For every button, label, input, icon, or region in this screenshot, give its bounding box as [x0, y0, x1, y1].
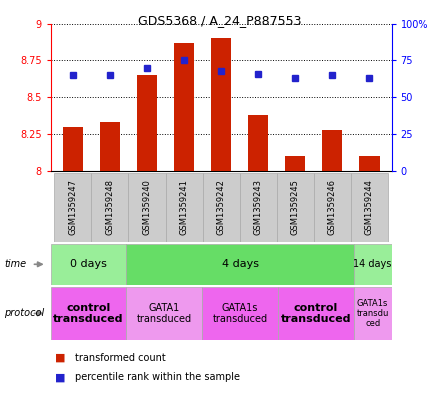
Bar — [100, 122, 120, 171]
Text: control
transduced: control transduced — [53, 303, 124, 324]
Bar — [126, 244, 354, 285]
Text: GSM1359240: GSM1359240 — [143, 179, 151, 235]
Text: protocol: protocol — [4, 309, 44, 318]
Bar — [278, 287, 354, 340]
Bar — [354, 287, 392, 340]
Text: percentile rank within the sample: percentile rank within the sample — [75, 372, 240, 382]
Text: time: time — [4, 259, 26, 269]
Text: GSM1359246: GSM1359246 — [328, 179, 337, 235]
Bar — [359, 156, 380, 171]
Text: GSM1359244: GSM1359244 — [365, 179, 374, 235]
Text: GSM1359241: GSM1359241 — [180, 179, 188, 235]
Text: GATA1s
transdu
ced: GATA1s transdu ced — [356, 299, 389, 328]
Text: 14 days: 14 days — [353, 259, 392, 269]
Bar — [240, 173, 277, 242]
Text: GSM1359242: GSM1359242 — [216, 179, 226, 235]
Bar — [51, 244, 126, 285]
Bar — [322, 130, 342, 171]
Text: control
transduced: control transduced — [281, 303, 351, 324]
Text: GATA1
transduced: GATA1 transduced — [137, 303, 192, 324]
Bar — [248, 115, 268, 171]
Bar — [202, 173, 240, 242]
Text: GSM1359247: GSM1359247 — [68, 179, 77, 235]
Text: GDS5368 / A_24_P887553: GDS5368 / A_24_P887553 — [138, 14, 302, 27]
Bar — [137, 75, 157, 171]
Bar — [54, 173, 92, 242]
Text: GSM1359245: GSM1359245 — [291, 179, 300, 235]
Bar — [211, 38, 231, 171]
Text: transformed count: transformed count — [75, 353, 165, 363]
Bar — [128, 173, 165, 242]
Bar — [314, 173, 351, 242]
Bar — [285, 156, 305, 171]
Bar — [202, 287, 278, 340]
Bar — [165, 173, 202, 242]
Bar — [351, 173, 388, 242]
Text: GATA1s
transduced: GATA1s transduced — [213, 303, 268, 324]
Bar — [354, 244, 392, 285]
Text: 4 days: 4 days — [222, 259, 259, 269]
Bar — [126, 287, 202, 340]
Bar — [174, 43, 194, 171]
Text: ■: ■ — [55, 353, 66, 363]
Text: GSM1359248: GSM1359248 — [106, 179, 114, 235]
Bar — [51, 287, 126, 340]
Bar — [92, 173, 128, 242]
Text: GSM1359243: GSM1359243 — [254, 179, 263, 235]
Text: 0 days: 0 days — [70, 259, 107, 269]
Bar — [62, 127, 83, 171]
Text: ■: ■ — [55, 372, 66, 382]
Bar — [277, 173, 314, 242]
